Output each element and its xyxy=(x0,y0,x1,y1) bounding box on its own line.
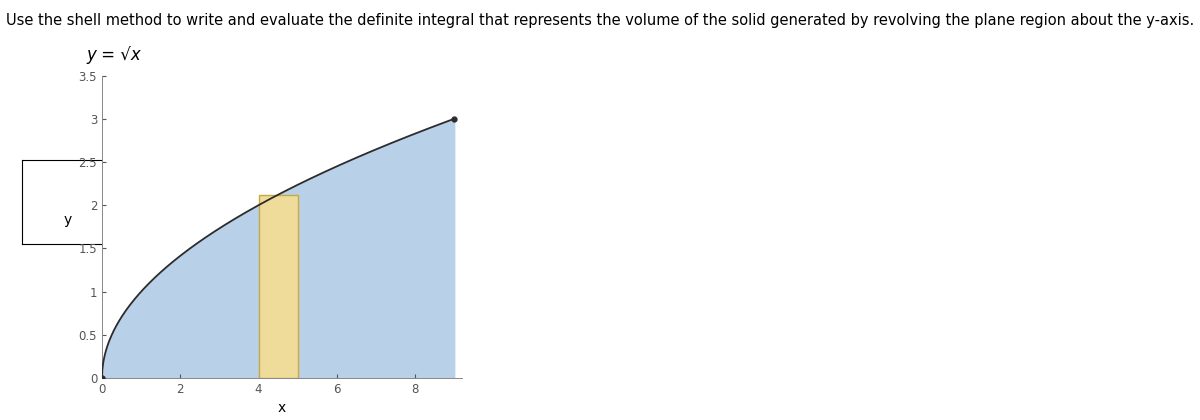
X-axis label: x: x xyxy=(278,402,286,415)
Y-axis label: y: y xyxy=(64,213,72,227)
Bar xyxy=(258,195,298,378)
Text: y = √x: y = √x xyxy=(86,46,142,64)
Text: Use the shell method to write and evaluate the definite integral that represents: Use the shell method to write and evalua… xyxy=(6,13,1194,28)
